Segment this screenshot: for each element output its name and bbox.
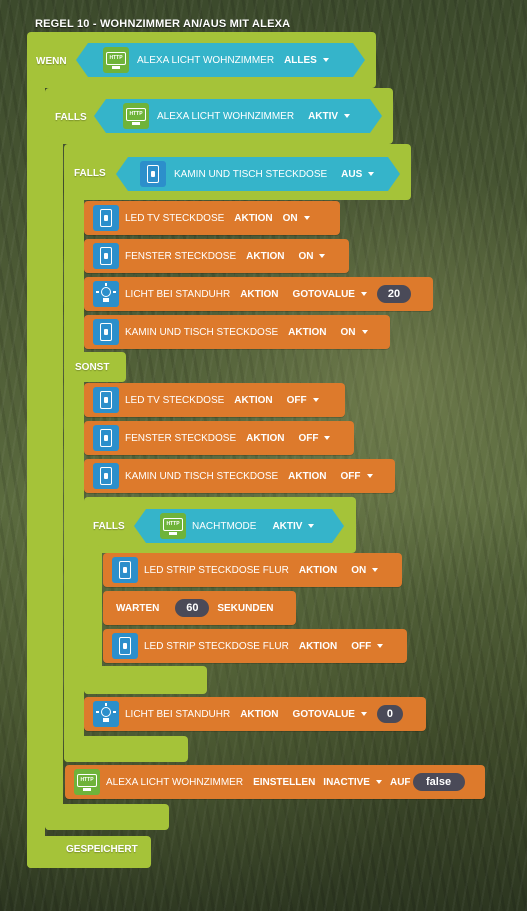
- falls-block-3-arm: [84, 545, 102, 694]
- action-label: AKTION: [298, 564, 338, 576]
- device-name: KAMIN UND TISCH STECKDOSE: [125, 326, 279, 338]
- state-dropdown[interactable]: INACTIVE: [323, 777, 382, 788]
- action-block[interactable]: KAMIN UND TISCH STECKDOSE AKTION OFF: [84, 459, 395, 493]
- action-block[interactable]: LED TV STECKDOSE AKTION OFF: [84, 383, 345, 417]
- device-name: KAMIN UND TISCH STECKDOSE: [125, 470, 279, 482]
- saved-status: GESPEICHERT: [66, 844, 138, 855]
- falls-condition-3[interactable]: NACHTMODE AKTIV: [134, 509, 344, 543]
- falls-block-3-footer: [84, 666, 207, 694]
- socket-icon: [93, 387, 119, 413]
- action-label: AKTION: [298, 640, 338, 652]
- wenn-dropdown[interactable]: ALLES: [284, 55, 329, 66]
- action-label: AKTION: [246, 250, 285, 262]
- wenn-label: WENN: [36, 56, 67, 67]
- action-dropdown[interactable]: ON: [341, 327, 368, 338]
- device-name: ALEXA LICHT WOHNZIMMER: [106, 776, 244, 788]
- wait-label: WARTEN: [116, 602, 160, 614]
- rule-title: REGEL 10 - WOHNZIMMER AN/AUS MIT ALEXA: [35, 18, 291, 30]
- socket-icon: [93, 243, 119, 269]
- socket-icon: [93, 319, 119, 345]
- falls-label-1: FALLS: [55, 112, 87, 123]
- falls-dropdown-2[interactable]: AUS: [341, 169, 374, 180]
- falls-block-2-arm: [64, 192, 84, 762]
- wait-block[interactable]: WARTEN 60 SEKUNDEN: [103, 591, 296, 625]
- action-label: AKTION: [246, 432, 285, 444]
- wait-unit: SEKUNDEN: [217, 602, 274, 614]
- http-icon: [123, 103, 149, 129]
- device-name: LED TV STECKDOSE: [125, 394, 225, 406]
- action-dropdown[interactable]: OFF: [341, 471, 373, 482]
- socket-icon: [93, 205, 119, 231]
- device-name: NACHTMODE: [192, 520, 257, 532]
- action-dropdown[interactable]: ON: [298, 251, 325, 262]
- wenn-trigger[interactable]: ALEXA LICHT WOHNZIMMER ALLES: [76, 43, 365, 77]
- action-block[interactable]: LICHT BEI STANDUHR AKTION GOTOVALUE 0: [84, 697, 426, 731]
- action-label: AKTION: [240, 288, 279, 300]
- device-name: LICHT BEI STANDUHR: [125, 708, 231, 720]
- action-label: AKTION: [288, 470, 327, 482]
- boolean-value-input[interactable]: false: [412, 773, 465, 791]
- action-block[interactable]: LICHT BEI STANDUHR AKTION GOTOVALUE 20: [84, 277, 433, 311]
- action-dropdown[interactable]: GOTOVALUE: [293, 709, 367, 720]
- auf-label: AUF: [389, 776, 411, 788]
- device-name: LED STRIP STECKDOSE FLUR: [144, 564, 289, 576]
- socket-icon: [112, 557, 138, 583]
- falls-dropdown-1[interactable]: AKTIV: [308, 111, 350, 122]
- socket-icon: [93, 425, 119, 451]
- device-name: ALEXA LICHT WOHNZIMMER: [137, 54, 275, 66]
- action-dropdown[interactable]: OFF: [287, 395, 319, 406]
- device-name: FENSTER STECKDOSE: [125, 250, 237, 262]
- device-name: KAMIN UND TISCH STECKDOSE: [174, 168, 328, 180]
- socket-icon: [112, 633, 138, 659]
- action-dropdown[interactable]: ON: [283, 213, 310, 224]
- sonst-label: SONST: [75, 362, 110, 373]
- action-block[interactable]: FENSTER STECKDOSE AKTION OFF: [84, 421, 354, 455]
- http-icon: [160, 513, 186, 539]
- falls-block-2-footer: [64, 736, 188, 762]
- action-label: AKTION: [288, 326, 327, 338]
- action-block[interactable]: LED STRIP STECKDOSE FLUR AKTION ON: [103, 553, 402, 587]
- wenn-block-arm: [27, 80, 45, 868]
- action-block[interactable]: LED STRIP STECKDOSE FLUR AKTION OFF: [103, 629, 407, 663]
- value-input[interactable]: 0: [376, 705, 403, 723]
- action-dropdown[interactable]: OFF: [298, 433, 330, 444]
- action-label: AKTION: [234, 394, 273, 406]
- falls-label-2: FALLS: [74, 168, 106, 179]
- sonst-block: [64, 352, 126, 382]
- device-name: LED TV STECKDOSE: [125, 212, 225, 224]
- value-input[interactable]: 20: [376, 285, 411, 303]
- action-label: AKTION: [234, 212, 273, 224]
- falls-dropdown-3[interactable]: AKTIV: [272, 521, 314, 532]
- device-name: FENSTER STECKDOSE: [125, 432, 237, 444]
- action-dropdown[interactable]: OFF: [351, 641, 383, 652]
- action-block[interactable]: LED TV STECKDOSE AKTION ON: [84, 201, 340, 235]
- falls-condition-1[interactable]: ALEXA LICHT WOHNZIMMER AKTIV: [94, 99, 382, 133]
- set-action-block[interactable]: ALEXA LICHT WOHNZIMMER EINSTELLEN INACTI…: [65, 765, 485, 799]
- action-block[interactable]: FENSTER STECKDOSE AKTION ON: [84, 239, 349, 273]
- http-icon: [103, 47, 129, 73]
- wenn-block-footer: [27, 836, 151, 868]
- device-name: LICHT BEI STANDUHR: [125, 288, 231, 300]
- action-dropdown[interactable]: ON: [351, 565, 378, 576]
- device-name: ALEXA LICHT WOHNZIMMER: [157, 110, 295, 122]
- http-icon: [74, 769, 100, 795]
- lightbulb-icon: [93, 281, 119, 307]
- action-dropdown[interactable]: GOTOVALUE: [293, 289, 367, 300]
- falls-label-3: FALLS: [93, 521, 125, 532]
- falls-block-1-arm: [45, 136, 63, 830]
- device-name: LED STRIP STECKDOSE FLUR: [144, 640, 289, 652]
- socket-icon: [140, 161, 166, 187]
- action-block[interactable]: KAMIN UND TISCH STECKDOSE AKTION ON: [84, 315, 390, 349]
- falls-condition-2[interactable]: KAMIN UND TISCH STECKDOSE AUS: [116, 157, 400, 191]
- falls-block-1-footer: [45, 804, 169, 830]
- lightbulb-icon: [93, 701, 119, 727]
- wait-value-input[interactable]: 60: [175, 599, 210, 617]
- action-label: AKTION: [240, 708, 279, 720]
- socket-icon: [93, 463, 119, 489]
- set-label: EINSTELLEN: [253, 776, 316, 788]
